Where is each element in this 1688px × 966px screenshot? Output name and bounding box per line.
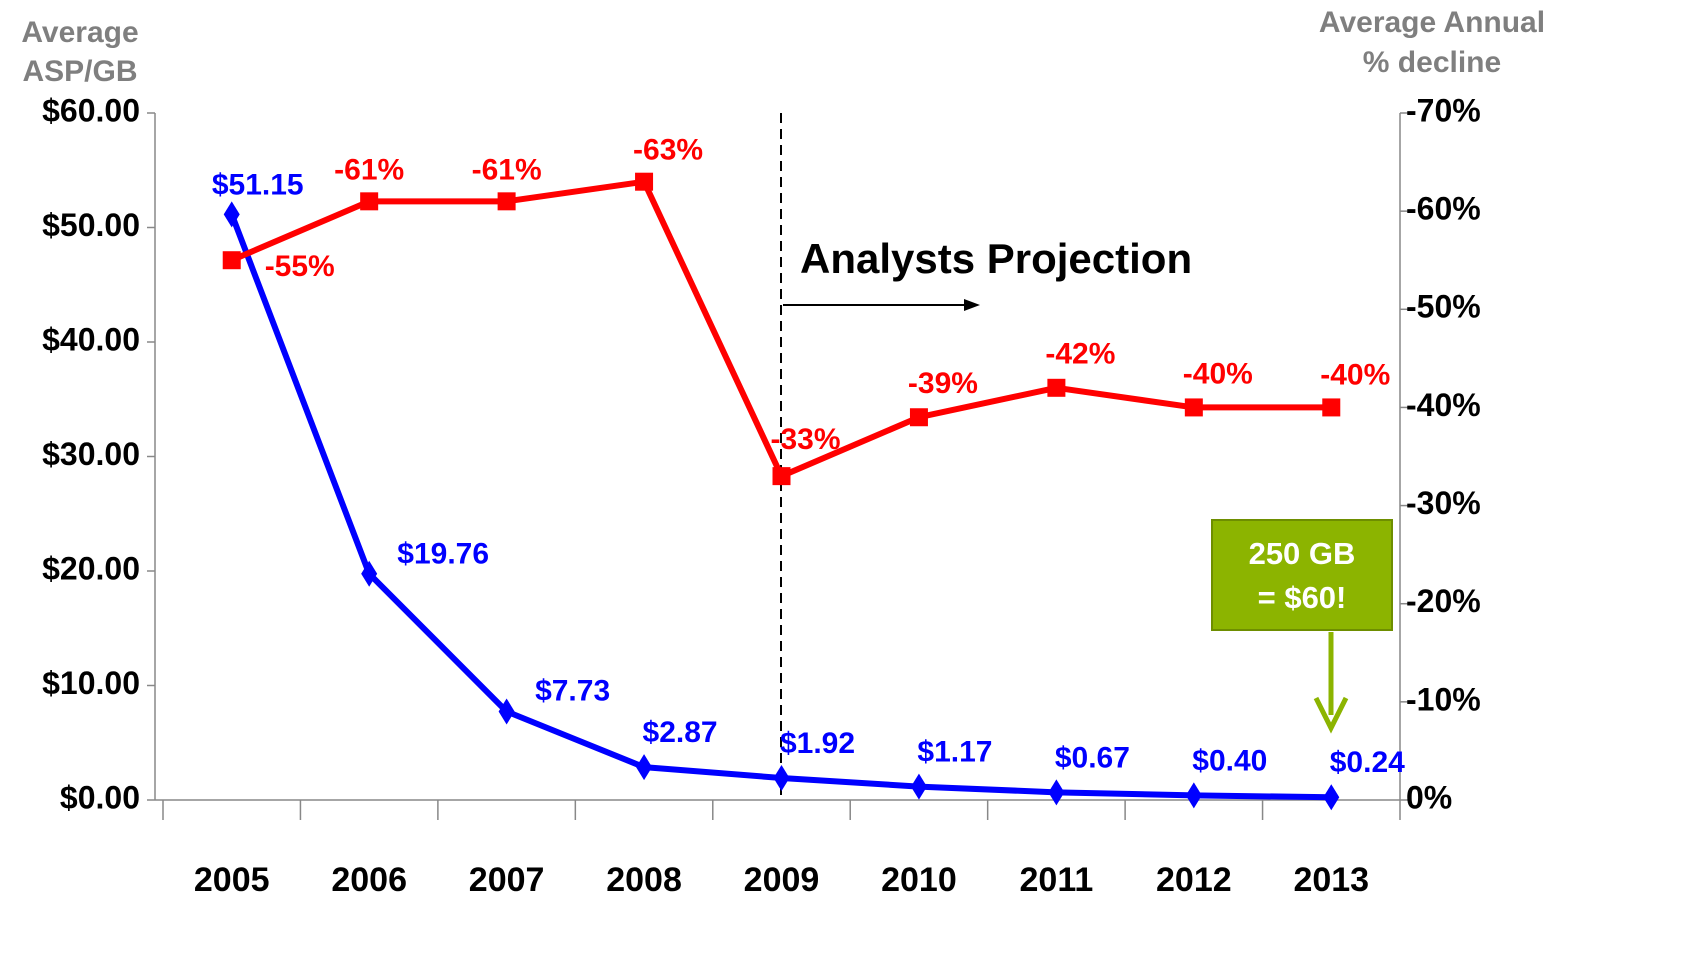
x-tick-label: 2010 bbox=[881, 861, 957, 899]
x-tick-label: 2009 bbox=[744, 861, 820, 899]
marker bbox=[772, 467, 791, 486]
marker bbox=[360, 192, 379, 211]
marker bbox=[1184, 398, 1203, 417]
marker bbox=[222, 251, 241, 270]
x-tick-label: 2012 bbox=[1156, 861, 1232, 899]
y2-tick-label: -50% bbox=[1406, 289, 1481, 325]
x-tick-label: 2011 bbox=[1020, 861, 1094, 899]
data-label: -55% bbox=[265, 250, 335, 283]
marker bbox=[910, 773, 927, 800]
data-label: -61% bbox=[472, 153, 542, 186]
x-tick-label: 2008 bbox=[606, 861, 682, 899]
data-label: $1.92 bbox=[780, 727, 855, 760]
data-label: $2.87 bbox=[643, 716, 718, 749]
y2-tick-label: -10% bbox=[1406, 681, 1481, 717]
data-label: -33% bbox=[770, 423, 840, 456]
marker bbox=[1185, 782, 1202, 809]
y-axis-label: Average bbox=[21, 16, 138, 49]
callout-box bbox=[1211, 519, 1393, 631]
callout-text: 250 GB bbox=[1249, 536, 1356, 571]
y-tick-label: $30.00 bbox=[42, 436, 140, 472]
y-tick-label: $60.00 bbox=[42, 92, 140, 128]
marker bbox=[1048, 779, 1065, 806]
marker bbox=[909, 408, 928, 427]
x-tick-label: 2007 bbox=[469, 861, 545, 899]
x-tick-label: 2013 bbox=[1293, 861, 1369, 899]
y-tick-label: $20.00 bbox=[42, 550, 140, 586]
data-label: $0.40 bbox=[1192, 744, 1267, 777]
marker bbox=[773, 765, 790, 792]
data-label: -42% bbox=[1045, 338, 1115, 371]
y-tick-label: $50.00 bbox=[42, 207, 140, 243]
data-label: $19.76 bbox=[397, 538, 489, 571]
data-label: -40% bbox=[1320, 358, 1390, 391]
y-axis-label: ASP/GB bbox=[22, 55, 137, 88]
y2-tick-label: 0% bbox=[1406, 779, 1452, 815]
y-tick-label: $10.00 bbox=[42, 665, 140, 701]
y-tick-label: $40.00 bbox=[42, 321, 140, 357]
y2-tick-label: -20% bbox=[1406, 583, 1481, 619]
marker bbox=[361, 560, 378, 587]
y2-tick-label: -60% bbox=[1406, 191, 1481, 227]
y2-axis-label: % decline bbox=[1363, 46, 1501, 79]
marker bbox=[223, 201, 240, 228]
x-tick-label: 2005 bbox=[194, 861, 270, 899]
callout-arrowhead bbox=[1313, 696, 1349, 734]
marker bbox=[1047, 378, 1066, 397]
callout-text: = $60! bbox=[1258, 580, 1347, 615]
projection-label: Analysts Projection bbox=[800, 235, 1192, 282]
y2-tick-label: -40% bbox=[1406, 387, 1481, 423]
marker bbox=[497, 192, 516, 211]
projection-arrowhead bbox=[964, 299, 980, 311]
marker bbox=[1322, 398, 1341, 417]
data-label: $0.24 bbox=[1330, 746, 1405, 779]
data-label: $7.73 bbox=[535, 674, 610, 707]
marker bbox=[1323, 784, 1340, 811]
data-label: -63% bbox=[633, 134, 703, 167]
marker bbox=[498, 698, 515, 725]
data-label: $0.67 bbox=[1055, 741, 1130, 774]
marker bbox=[635, 172, 654, 191]
data-label: -61% bbox=[334, 153, 404, 186]
data-label: $1.17 bbox=[917, 736, 992, 769]
data-label: -39% bbox=[908, 367, 978, 400]
x-tick-label: 2006 bbox=[331, 861, 407, 899]
y2-axis-label: Average Annual bbox=[1319, 6, 1545, 39]
y2-tick-label: -30% bbox=[1406, 485, 1481, 521]
y2-tick-label: -70% bbox=[1406, 92, 1481, 128]
data-label: $51.15 bbox=[212, 168, 304, 201]
y-tick-label: $0.00 bbox=[60, 779, 140, 815]
marker bbox=[636, 754, 653, 781]
data-label: -40% bbox=[1183, 357, 1253, 390]
